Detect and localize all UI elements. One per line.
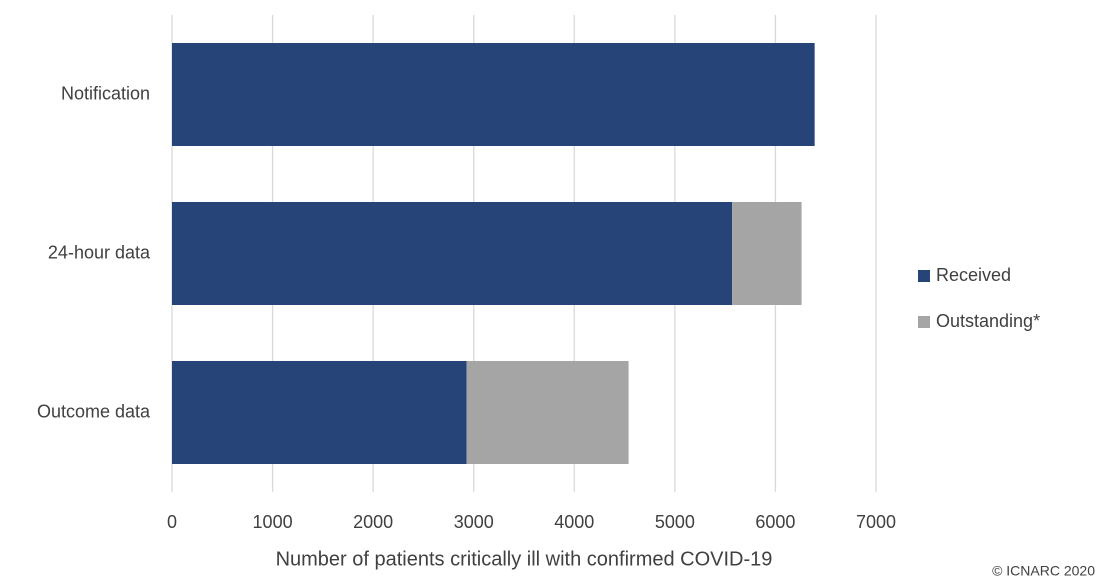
- legend-swatch: [918, 270, 930, 282]
- y-tick-label: Notification: [61, 83, 150, 103]
- x-tick-label: 4000: [554, 512, 594, 532]
- bar-segment: [172, 361, 467, 464]
- x-tick-label: 3000: [454, 512, 494, 532]
- bar-segment: [466, 361, 629, 464]
- x-tick-label: 6000: [755, 512, 795, 532]
- bar-segment: [172, 43, 815, 146]
- y-tick-label: Outcome data: [37, 401, 151, 421]
- x-tick-label: 1000: [253, 512, 293, 532]
- x-tick-label: 2000: [353, 512, 393, 532]
- bar-segment: [172, 202, 733, 305]
- x-tick-label: 5000: [655, 512, 695, 532]
- bar-segment: [732, 202, 802, 305]
- x-axis-title: Number of patients critically ill with c…: [276, 548, 773, 570]
- x-tick-label: 0: [167, 512, 177, 532]
- x-tick-label: 7000: [856, 512, 896, 532]
- legend-swatch: [918, 316, 930, 328]
- legend-label: Outstanding*: [936, 311, 1040, 331]
- y-tick-label: 24-hour data: [48, 242, 151, 262]
- footnote: © ICNARC 2020: [992, 563, 1095, 576]
- legend-label: Received: [936, 265, 1011, 285]
